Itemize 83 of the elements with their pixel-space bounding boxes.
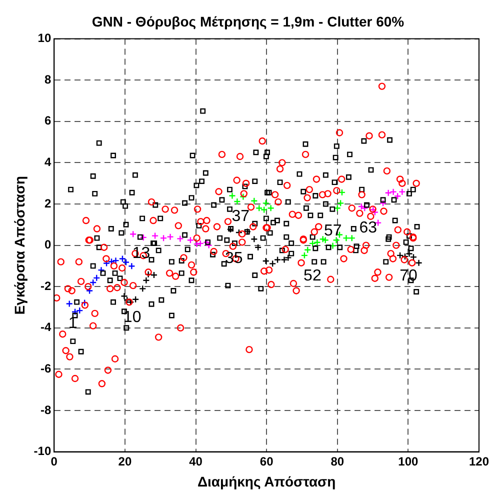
- point: [166, 233, 174, 240]
- point: [144, 270, 152, 278]
- point: [151, 232, 159, 240]
- point: [304, 246, 312, 254]
- point: [250, 236, 258, 243]
- point: [160, 234, 168, 242]
- point: [186, 236, 194, 244]
- point: [398, 188, 406, 196]
- point: [322, 236, 329, 244]
- point: [98, 266, 105, 274]
- y-tick-label: 2: [44, 196, 52, 210]
- point: [108, 258, 116, 266]
- point: [142, 276, 150, 284]
- annotation: 10: [123, 308, 142, 326]
- point: [410, 253, 418, 261]
- x-tick-label: 20: [118, 454, 132, 468]
- point: [176, 235, 184, 242]
- point: [76, 306, 84, 314]
- y-tick-label: 8: [44, 72, 52, 86]
- point: [379, 200, 387, 207]
- point: [308, 240, 316, 248]
- point: [240, 193, 247, 200]
- annotation: 37: [232, 208, 250, 225]
- y-tick-label: 0: [44, 238, 52, 252]
- point: [336, 200, 344, 207]
- point: [196, 240, 204, 248]
- y-axis-title: Εγκάρσια Απόσταση: [11, 176, 28, 315]
- point: [371, 208, 378, 216]
- point: [93, 274, 100, 282]
- point: [332, 236, 340, 244]
- x-tick-label: 120: [468, 454, 490, 468]
- y-tick-label: -10: [34, 444, 52, 458]
- point: [234, 198, 241, 206]
- y-tick-label: -4: [40, 320, 52, 334]
- y-tick-label: 6: [44, 114, 52, 128]
- point: [235, 228, 243, 236]
- annotation: 57: [324, 222, 342, 240]
- x-axis-title: Διαμήκης Απόσταση: [197, 473, 336, 490]
- x-tick-label: 100: [398, 454, 419, 468]
- point: [80, 299, 88, 306]
- point: [140, 234, 147, 242]
- y-tick-label: 4: [44, 155, 52, 170]
- point: [71, 308, 79, 316]
- point: [342, 234, 350, 242]
- point: [268, 260, 276, 268]
- x-tick-label: 40: [189, 454, 203, 468]
- point: [66, 300, 73, 308]
- point: [274, 256, 282, 264]
- point: [319, 236, 326, 243]
- point: [228, 192, 236, 200]
- point: [384, 189, 392, 196]
- y-tick-label: -6: [40, 362, 52, 376]
- x-tick-label: 80: [330, 454, 344, 468]
- point: [338, 188, 346, 196]
- annotation: 70: [400, 267, 418, 284]
- point: [150, 271, 158, 279]
- y-tick-label: -8: [40, 402, 52, 417]
- point: [314, 238, 321, 246]
- point: [89, 278, 97, 286]
- annotation: 63: [359, 219, 378, 236]
- point: [262, 257, 270, 265]
- point: [280, 256, 288, 264]
- point: [120, 292, 128, 300]
- point: [129, 230, 137, 238]
- point: [123, 296, 131, 304]
- point: [118, 255, 126, 262]
- y-tick-label: -2: [40, 278, 52, 293]
- point: [348, 234, 356, 242]
- point: [415, 259, 422, 266]
- point: [132, 296, 140, 304]
- point: [300, 252, 308, 260]
- annotation: 52: [304, 267, 322, 284]
- y-tick-label: 10: [38, 31, 52, 46]
- chart-title: GNN - Θόρυβος Μέτρησης = 1,9m - Clutter 60%: [92, 13, 405, 30]
- point: [284, 254, 292, 262]
- point: [112, 256, 120, 264]
- point: [250, 197, 258, 205]
- point: [102, 260, 110, 267]
- point: [86, 287, 94, 294]
- point: [254, 244, 262, 251]
- point: [139, 285, 146, 292]
- point: [329, 242, 336, 250]
- x-tick-label: 60: [260, 454, 274, 468]
